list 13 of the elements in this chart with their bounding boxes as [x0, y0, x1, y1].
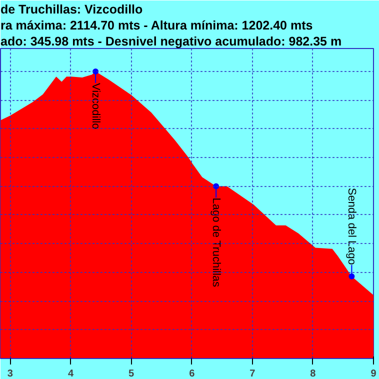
- text: ado: 345.98 mts - Desnivel negativo acumulado: 982.35 m: [0, 34, 342, 48]
- x-tick-label: 5: [128, 368, 135, 379]
- annotation: Lago de Truchillas: [210, 198, 222, 288]
- x-tick-label: 8: [310, 368, 316, 379]
- x-tick-label: 9: [370, 368, 377, 379]
- annotation: Vizcodillo: [90, 82, 102, 130]
- x-tick-label: 7: [250, 368, 256, 379]
- chart-title: de Truchillas: Vizcodillo: [0, 2, 144, 16]
- x-tick-label: 6: [189, 368, 196, 379]
- x-tick-label: 4: [68, 368, 74, 379]
- x-tick-label: 3: [7, 368, 14, 379]
- chart-subtitle: ra máxima: 2114.70 mts - Altura mínima: 1202.40 mts: [0, 18, 313, 32]
- annotation: Senda del Lago: [346, 188, 358, 265]
